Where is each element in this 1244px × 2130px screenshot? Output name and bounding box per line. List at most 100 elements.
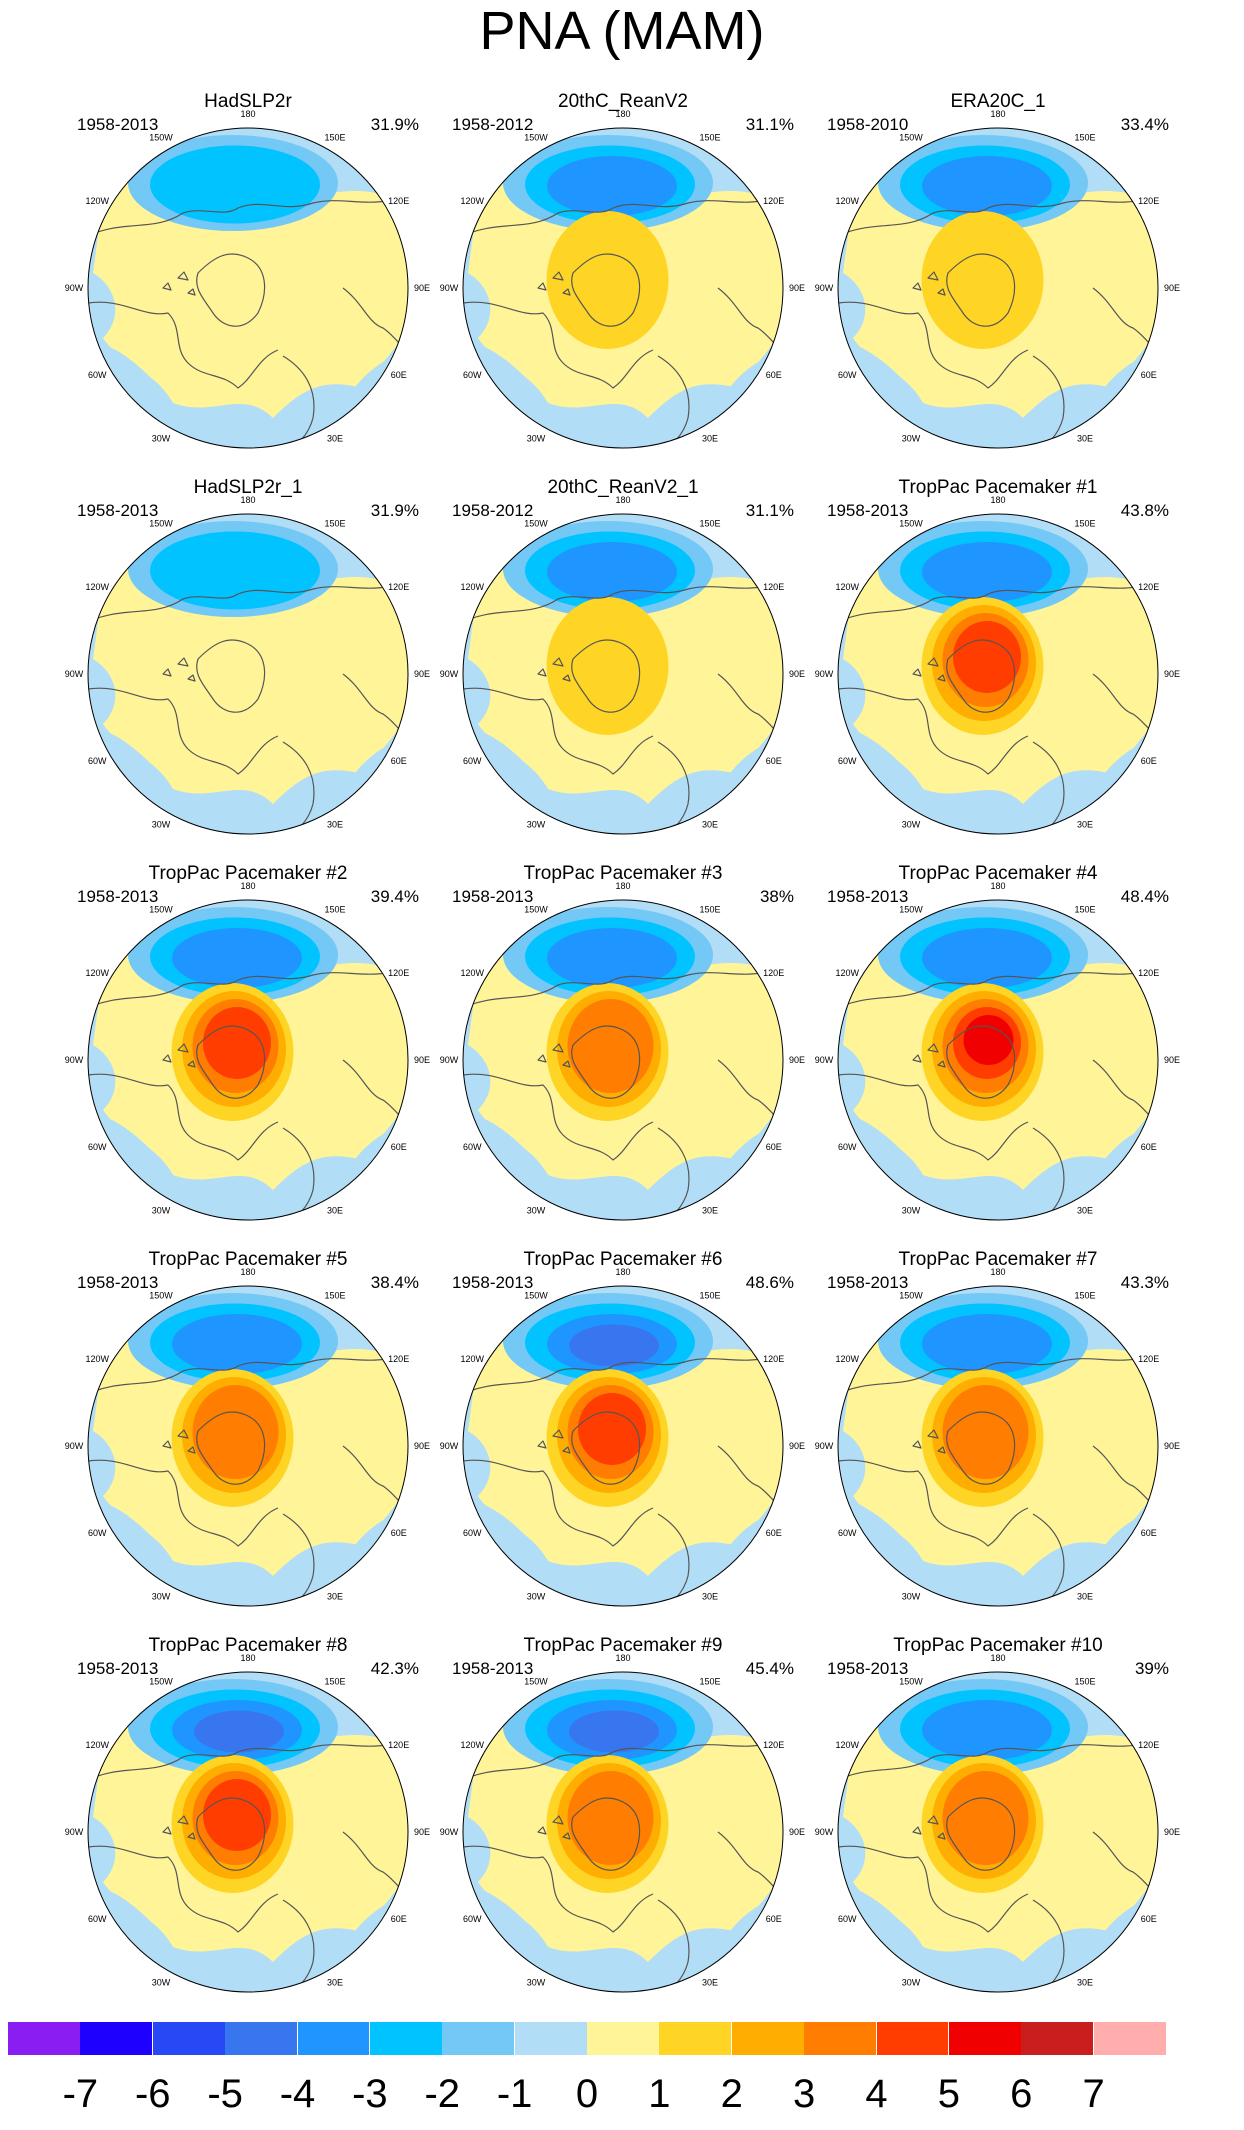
positive-anomaly-region — [93, 176, 408, 418]
slp-anomaly-field — [463, 1286, 783, 1606]
positive-anomaly-region — [93, 562, 408, 804]
longitude-label: 60E — [1141, 370, 1157, 380]
longitude-label: 0 — [620, 843, 625, 844]
longitude-label: 30E — [702, 434, 718, 444]
longitude-label: 0 — [620, 1615, 625, 1616]
map-boundary — [837, 1671, 1159, 1993]
longitude-label: 30W — [527, 820, 546, 830]
longitude-label: 30W — [902, 820, 921, 830]
longitude-label: 150W — [899, 1676, 923, 1686]
longitude-label: 60W — [838, 1142, 857, 1152]
longitude-label: 30E — [1077, 1978, 1093, 1988]
colorbar-swatch — [731, 2022, 805, 2055]
colorbar-swatch — [876, 2022, 950, 2055]
positive-contour-level — [546, 211, 669, 349]
longitude-label: 120W — [836, 1354, 860, 1364]
longitude-label: 60E — [766, 370, 782, 380]
longitude-label: 60E — [1141, 756, 1157, 766]
longitude-label: 0 — [620, 2001, 625, 2002]
longitude-label: 120E — [388, 196, 409, 206]
longitude-label: 90W — [65, 1441, 84, 1451]
map-panel: TropPac Pacemaker #10 1958-2013 39% 180 150E… — [813, 1632, 1183, 2002]
longitude-label: 90E — [1164, 283, 1180, 293]
colorbar-label: 1 — [648, 2072, 671, 2116]
map-panel: HadSLP2r_1 1958-2013 31.9% 180 150E 120E 90E 60… — [63, 474, 433, 844]
longitude-label: 90E — [1164, 669, 1180, 679]
positive-contour-level — [942, 1771, 1029, 1865]
longitude-label: 60E — [766, 1142, 782, 1152]
longitude-label: 90W — [440, 669, 459, 679]
longitude-label: 120W — [86, 582, 110, 592]
longitude-label: 60W — [463, 756, 482, 766]
panel-period: 1958-2013 — [452, 1659, 534, 1678]
longitude-label: 90E — [1164, 1441, 1180, 1451]
panel-title: TropPac Pacemaker #2 — [148, 863, 348, 884]
longitude-label: 60W — [463, 1528, 482, 1538]
panel-title: ERA20C_1 — [950, 91, 1046, 112]
longitude-label: 150E — [324, 132, 345, 142]
colorbar-label: 2 — [720, 2072, 743, 2116]
figure-title: PNA (MAM) — [479, 1, 765, 61]
panel-explained-variance: 45.4% — [745, 1659, 794, 1678]
longitude-label: 120W — [461, 1740, 485, 1750]
slp-anomaly-field — [463, 1672, 783, 1992]
longitude-label: 90W — [815, 1827, 834, 1837]
panel-period: 1958-2012 — [452, 115, 534, 134]
longitude-label: 60W — [463, 1142, 482, 1152]
panel-period: 1958-2010 — [827, 115, 909, 134]
longitude-label: 90W — [65, 1827, 84, 1837]
longitude-label: 120E — [388, 968, 409, 978]
map-panel: TropPac Pacemaker #6 1958-2013 48.6% 180 150… — [438, 1246, 808, 1616]
longitude-label: 30W — [527, 434, 546, 444]
panel-explained-variance: 38% — [759, 887, 794, 906]
colorbar-swatch — [587, 2022, 660, 2055]
longitude-label: 150W — [149, 518, 173, 528]
longitude-label: 150E — [1074, 904, 1095, 914]
longitude-label: 180 — [240, 109, 255, 119]
map-panel: TropPac Pacemaker #2 1958-2013 39.4% 180 150… — [63, 860, 433, 1230]
panel-period: 1958-2013 — [77, 115, 159, 134]
map-boundary — [87, 1671, 409, 1993]
longitude-label: 60W — [88, 1914, 107, 1924]
panel-period: 1958-2013 — [827, 1659, 909, 1678]
longitude-label: 180 — [615, 881, 630, 891]
longitude-label: 150E — [1074, 132, 1095, 142]
colorbar-swatch — [804, 2022, 877, 2055]
longitude-label: 60W — [88, 756, 107, 766]
longitude-label: 30E — [702, 1592, 718, 1602]
polar-stereographic-map: 180 150E 120E 90E 60E 30E 0 30W 60W 90W 120W 150W — [815, 1267, 1180, 1616]
colorbar-label: 4 — [865, 2072, 888, 2116]
panel-title: TropPac Pacemaker #4 — [898, 863, 1098, 884]
polar-stereographic-map: 180 150E 120E 90E 60E 30E 0 30W 60W 90W 120W 150W — [65, 109, 430, 458]
colorbar-swatch — [514, 2022, 588, 2055]
colorbar-label: 3 — [793, 2072, 816, 2116]
longitude-label: 120E — [1138, 968, 1159, 978]
slp-anomaly-field — [838, 128, 1158, 448]
longitude-label: 150E — [1074, 518, 1095, 528]
longitude-label: 60E — [766, 1914, 782, 1924]
coastlines — [838, 197, 1158, 448]
longitude-label: 90E — [1164, 1827, 1180, 1837]
negative-contour-level — [194, 1710, 284, 1753]
longitude-label: 120E — [1138, 1740, 1159, 1750]
longitude-label: 30W — [527, 1592, 546, 1602]
positive-contour-level — [921, 211, 1044, 349]
longitude-label: 150E — [324, 1290, 345, 1300]
coastlines — [463, 583, 783, 834]
positive-contour-level — [942, 1385, 1029, 1479]
longitude-label: 180 — [240, 881, 255, 891]
longitude-label: 120W — [461, 582, 485, 592]
longitude-label: 60W — [838, 370, 857, 380]
longitude-label: 0 — [245, 2001, 250, 2002]
longitude-label: 150W — [899, 904, 923, 914]
map-panel: 20thC_ReanV2 1958-2012 31.1% 180 150E 120E 90E… — [438, 88, 808, 458]
longitude-label: 90E — [789, 1055, 805, 1065]
panel-period: 1958-2013 — [827, 501, 909, 520]
longitude-label: 0 — [245, 1615, 250, 1616]
longitude-label: 150W — [524, 518, 548, 528]
longitude-label: 180 — [615, 495, 630, 505]
longitude-label: 180 — [240, 495, 255, 505]
longitude-label: 30E — [702, 1206, 718, 1216]
colorbar-label: 0 — [575, 2072, 599, 2116]
longitude-label: 180 — [990, 109, 1005, 119]
